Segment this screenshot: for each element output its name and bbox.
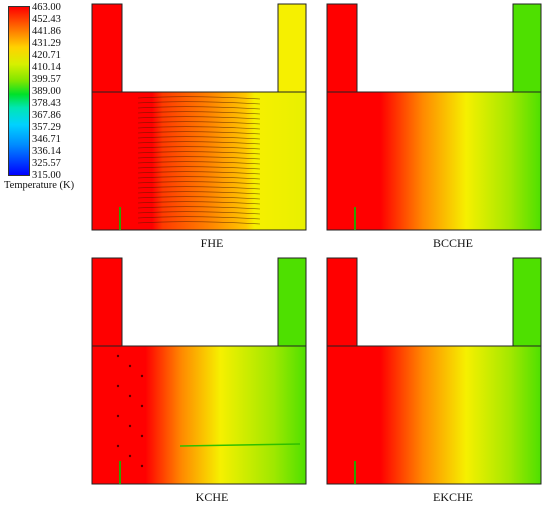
fin-line <box>137 111 261 115</box>
outlet-channel <box>512 3 542 95</box>
inlet-channel <box>326 3 358 95</box>
fin-line <box>137 186 261 190</box>
lattice-node <box>116 414 120 418</box>
panel-caption: EKCHE <box>433 490 473 504</box>
fin-line <box>137 166 261 170</box>
legend-tick: 325.57 <box>32 158 61 169</box>
inlet-channel <box>326 257 358 349</box>
fin-line <box>137 146 261 150</box>
legend-tick: 452.43 <box>32 14 61 25</box>
fin-line <box>137 151 261 155</box>
lattice-node <box>140 374 144 378</box>
lattice-node <box>116 444 120 448</box>
fin-line <box>137 141 261 145</box>
fin-line <box>137 181 261 185</box>
legend-tick: 431.29 <box>32 38 61 49</box>
legend-tick: 420.71 <box>32 50 61 61</box>
legend-tick: 463.00 <box>32 2 61 13</box>
panel-caption: FHE <box>200 236 224 250</box>
legend-title: Temperature (K) <box>4 180 75 191</box>
color-scale-bar <box>8 6 30 176</box>
panel-caption: KCHE <box>195 490 229 504</box>
outlet-channel <box>277 257 307 349</box>
inlet-channel <box>91 3 123 95</box>
temperature-legend: 463.00 452.43 441.86 431.29 420.71 410.1… <box>2 2 92 198</box>
legend-tick: 315.00 <box>32 170 61 181</box>
fin-line <box>137 121 261 125</box>
outlet-channel <box>512 257 542 349</box>
legend-tick: 378.43 <box>32 98 61 109</box>
lattice-node <box>128 364 132 368</box>
lattice-node <box>140 434 144 438</box>
fin-line <box>137 161 261 165</box>
flow-streak <box>179 443 301 447</box>
fin-line <box>137 216 261 220</box>
fin-line <box>137 196 261 200</box>
fin-line <box>137 126 261 130</box>
contour-plot <box>326 257 542 485</box>
lattice-node <box>116 354 120 358</box>
fin-line <box>137 131 261 135</box>
fin-line <box>137 191 261 195</box>
legend-tick: 389.00 <box>32 86 61 97</box>
legend-ticks: 463.00 452.43 441.86 431.29 420.71 410.1… <box>32 2 92 181</box>
fin-line <box>137 176 261 180</box>
panel-bcche <box>325 2 545 234</box>
heat-exchanger-body <box>91 345 307 485</box>
legend-tick: 357.29 <box>32 122 61 133</box>
outlet-channel <box>277 3 307 95</box>
legend-tick: 399.57 <box>32 74 61 85</box>
lattice-node <box>140 404 144 408</box>
legend-tick: 346.71 <box>32 134 61 145</box>
fin-line <box>137 96 261 100</box>
panel-fhe <box>90 2 310 234</box>
fin-line <box>137 106 261 110</box>
heat-exchanger-body <box>91 91 307 231</box>
heat-exchanger-body <box>326 345 542 485</box>
fin-line <box>137 171 261 175</box>
lattice-node <box>128 454 132 458</box>
lattice-node <box>128 424 132 428</box>
panel-caption: BCCHE <box>432 236 473 250</box>
contour-plot <box>326 3 542 231</box>
legend-tick: 410.14 <box>32 62 61 73</box>
panel-kche <box>90 256 310 488</box>
fin-line <box>137 156 261 160</box>
legend-tick: 367.86 <box>32 110 61 121</box>
heat-exchanger-body <box>326 91 542 231</box>
legend-tick: 441.86 <box>32 26 61 37</box>
fin-line <box>137 101 261 105</box>
contour-plot <box>91 3 307 231</box>
inlet-channel <box>91 257 123 349</box>
fin-line <box>137 211 261 215</box>
lattice-node <box>116 384 120 388</box>
panel-ekche <box>325 256 545 488</box>
contour-plot <box>91 257 307 485</box>
fin-line <box>137 206 261 210</box>
fin-line <box>137 116 261 120</box>
legend-tick: 336.14 <box>32 146 61 157</box>
fin-line <box>137 221 261 225</box>
fin-line <box>137 201 261 205</box>
lattice-node <box>140 464 144 468</box>
lattice-node <box>128 394 132 398</box>
fin-line <box>137 136 261 140</box>
